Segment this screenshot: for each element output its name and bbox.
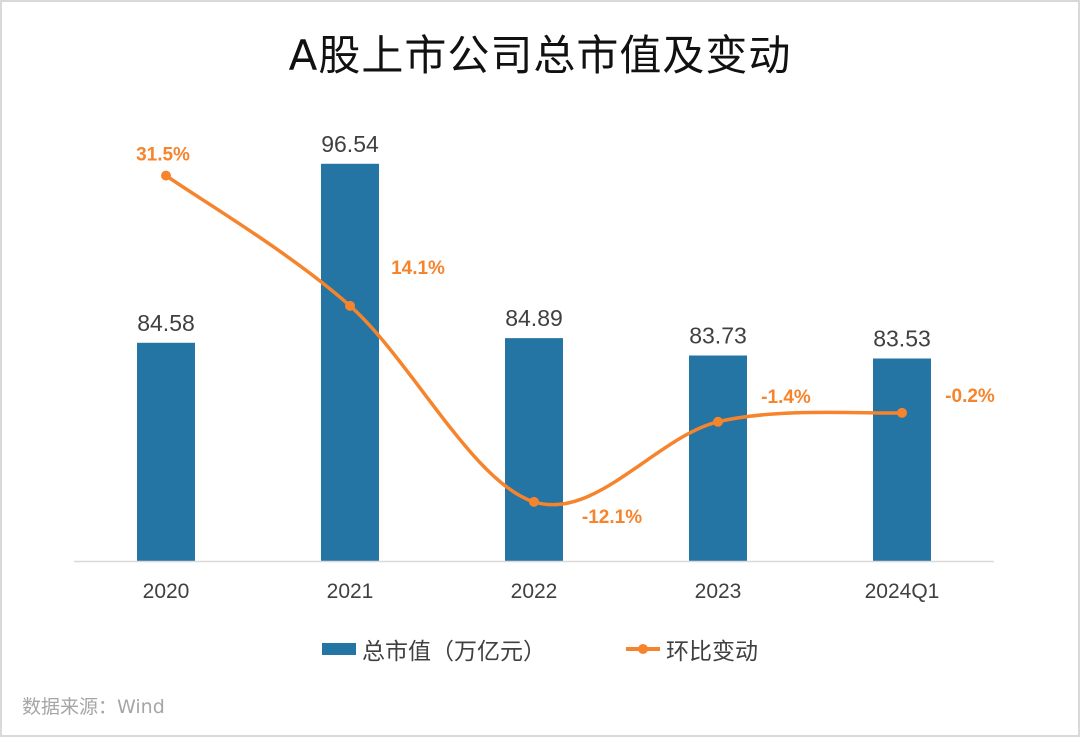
chart-title: A股上市公司总市值及变动: [288, 31, 792, 80]
line-value-label: -0.2%: [945, 386, 995, 407]
legend-item-bar: 总市值（万亿元）: [322, 632, 546, 666]
legend-swatch-bar: [322, 643, 356, 655]
bar: [689, 355, 747, 561]
bar-value-label: 83.73: [689, 323, 747, 349]
bar: [505, 338, 563, 561]
source-note: 数据来源：Wind: [22, 696, 165, 718]
line-value-label: 31.5%: [136, 145, 190, 166]
line-value-label: -12.1%: [582, 507, 642, 528]
line-point: [345, 300, 355, 311]
x-tick-label: 2021: [327, 580, 374, 603]
line-value-label: -1.4%: [761, 387, 811, 408]
bar: [137, 342, 195, 561]
bar-value-label: 84.58: [137, 310, 195, 336]
line-point: [161, 170, 171, 181]
legend-item-line: 环比变动: [626, 632, 758, 666]
line-value-label: 14.1%: [391, 258, 445, 279]
line-point: [529, 496, 539, 507]
x-tick-label: 2023: [695, 580, 742, 603]
bar: [321, 163, 379, 561]
legend-swatch-line: [626, 644, 660, 654]
x-tick-label: 2020: [143, 580, 190, 603]
bar: [873, 358, 931, 561]
line-point: [897, 407, 907, 418]
line-series: [164, 174, 903, 507]
legend-label-line: 环比变动: [666, 639, 758, 665]
legend-label-bar: 总市值（万亿元）: [362, 639, 546, 665]
x-tick-label: 2022: [511, 580, 558, 603]
x-tick-label: 2024Q1: [865, 580, 940, 603]
bar-value-label: 84.89: [505, 305, 563, 331]
legend: 总市值（万亿元） 环比变动: [0, 632, 1080, 666]
bar-value-label: 83.53: [873, 326, 931, 352]
line-point: [713, 416, 723, 427]
bar-value-label: 96.54: [321, 131, 379, 157]
